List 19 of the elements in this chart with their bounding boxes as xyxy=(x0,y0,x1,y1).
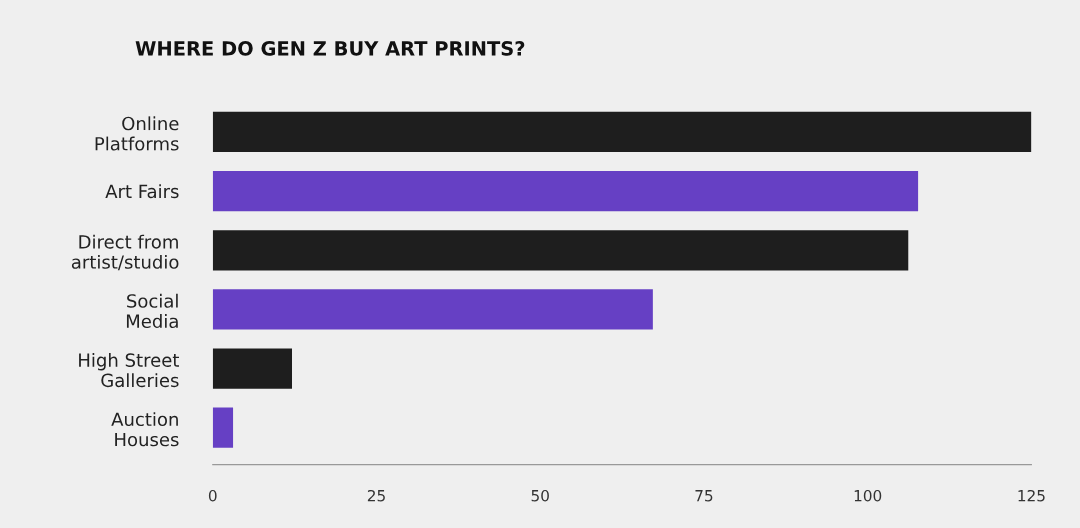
y-tick-label: Online Platforms xyxy=(95,116,179,151)
y-tick-label: Art Fairs xyxy=(105,184,179,199)
x-tick-label: 100 xyxy=(854,489,882,502)
bar xyxy=(212,170,919,212)
x-tick-label: 50 xyxy=(531,489,549,502)
bar xyxy=(212,348,292,389)
x-tick-label: 25 xyxy=(367,489,385,502)
bar xyxy=(212,289,653,330)
bar xyxy=(212,230,909,271)
x-tick-label: 75 xyxy=(695,490,713,502)
y-tick-label: Auction Houses xyxy=(111,412,179,447)
bar xyxy=(212,111,1032,153)
chart-title: WHERE DO GEN Z BUY ART PRINTS? xyxy=(135,41,525,56)
x-tick-label: 0 xyxy=(208,489,217,502)
x-tick-label: 125 xyxy=(1018,489,1045,502)
y-tick-label: High Street Galleries xyxy=(79,352,179,388)
y-tick-label: Direct from artist/studio xyxy=(71,234,179,271)
y-tick-label: Social Media xyxy=(126,293,178,329)
bar xyxy=(212,407,234,448)
